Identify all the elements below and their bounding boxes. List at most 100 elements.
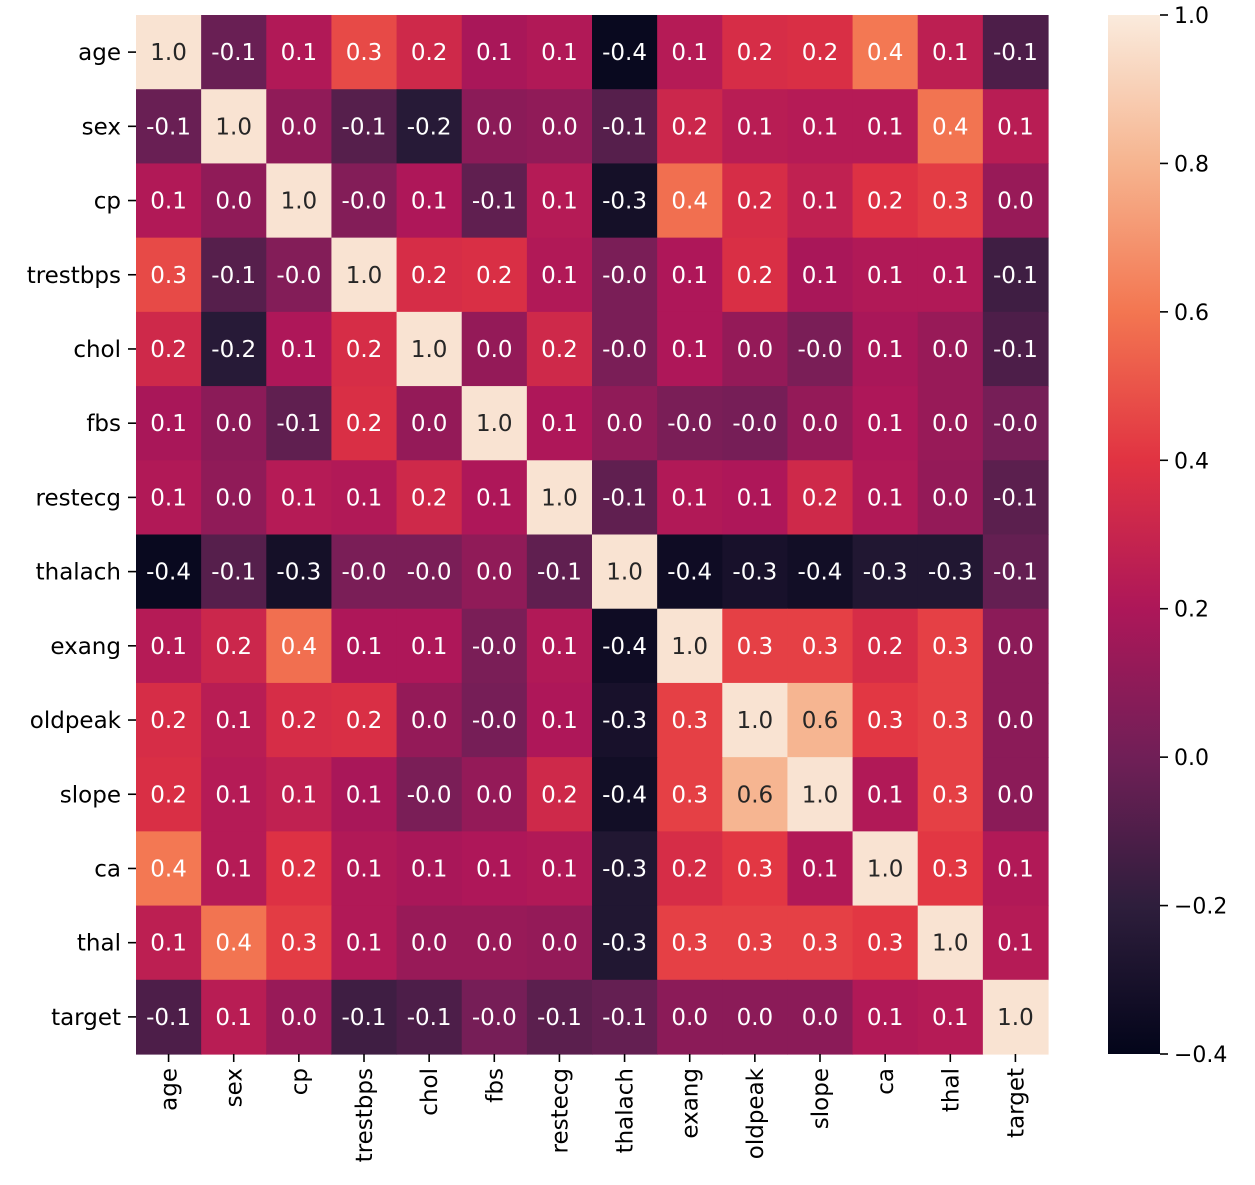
cell-value-label: 0.1	[541, 708, 578, 734]
cell-value-label: 0.1	[802, 114, 839, 140]
heatmap-cell-thalach-restecg	[526, 534, 593, 610]
x-tick-label-slope: slope	[808, 1068, 834, 1129]
x-tick-label-oldpeak: oldpeak	[743, 1067, 769, 1159]
heatmap-cell-slope-chol	[396, 757, 463, 832]
cell-value-label: 0.3	[671, 931, 708, 957]
x-tick-label-restecg: restecg	[547, 1068, 573, 1154]
heatmap-cell-thal-chol	[396, 905, 463, 981]
cell-value-label: -0.3	[602, 856, 647, 882]
y-axis: age sex cp trestbps chol fbs restecg thalach exa…	[27, 40, 136, 1031]
heatmap-cell-slope-fbs	[461, 757, 528, 832]
heatmap-cell-age-target	[982, 15, 1049, 90]
heatmap-cell-sex-target	[982, 89, 1049, 165]
cell-value-label: -0.3	[863, 560, 908, 586]
x-axis: age sex cp trestbps chol fbs restecg thalach exa…	[157, 1054, 1029, 1162]
heatmap-cell-slope-restecg	[526, 757, 593, 832]
cell-value-label: 0.3	[802, 634, 839, 660]
cell-value-label: 1.0	[150, 40, 187, 66]
heatmap-cell-chol-target	[982, 311, 1049, 387]
heatmap-cell-oldpeak-fbs	[461, 682, 528, 758]
cell-value-label: -0.0	[407, 560, 452, 586]
heatmap-cell-exang-slope	[787, 608, 854, 684]
cell-value-label: 0.0	[476, 114, 513, 140]
heatmap-cell-ca-thal	[917, 831, 984, 907]
cell-value-label: 0.3	[932, 634, 969, 660]
heatmap-cell-trestbps-sex	[201, 237, 267, 313]
cell-value-label: 0.2	[150, 708, 187, 734]
heatmap-cell-target-cp	[266, 979, 333, 1055]
y-tick-label-exang: exang	[50, 634, 121, 660]
cell-value-label: -0.3	[276, 560, 321, 586]
cell-value-label: 0.0	[281, 114, 318, 140]
cell-value-label: 0.1	[411, 634, 448, 660]
cell-value-label: -0.1	[537, 560, 582, 586]
heatmap-cell-sex-sex	[201, 89, 267, 165]
cell-value-label: 0.1	[150, 931, 187, 957]
heatmap-cell-thalach-trestbps	[331, 534, 398, 610]
cell-value-label: 0.3	[737, 931, 774, 957]
heatmap-cell-thalach-target	[982, 534, 1049, 610]
heatmap-cell-fbs-exang	[657, 386, 723, 461]
heatmap-cell-trestbps-target	[982, 237, 1049, 313]
heatmap-cell-thal-thalach	[592, 905, 658, 981]
cell-value-label: 0.1	[411, 189, 448, 215]
cell-value-label: 0.1	[932, 1005, 969, 1031]
heatmap-cell-oldpeak-trestbps	[331, 682, 398, 758]
cell-value-label: 1.0	[606, 560, 643, 586]
cell-value-label: 0.0	[215, 485, 252, 511]
cell-value-label: 0.2	[737, 40, 774, 66]
cell-value-label: 1.0	[476, 411, 513, 437]
cell-value-label: -0.3	[732, 560, 777, 586]
cell-value-label: 0.1	[541, 411, 578, 437]
cell-value-label: 0.1	[671, 263, 708, 289]
heatmap-cell-age-slope	[787, 15, 854, 90]
cell-value-label: 0.0	[997, 634, 1034, 660]
heatmap-cell-cp-thal	[917, 163, 984, 239]
heatmap-cell-oldpeak-age	[136, 682, 202, 758]
cell-value-label: -0.4	[602, 782, 647, 808]
cell-value-label: 0.1	[541, 189, 578, 215]
cell-value-label: 0.1	[281, 782, 318, 808]
cell-value-label: -0.0	[798, 337, 843, 363]
cell-value-label: -0.0	[276, 263, 321, 289]
heatmap-cell-sex-thal	[917, 89, 984, 165]
heatmap-cell-oldpeak-ca	[852, 682, 919, 758]
heatmap-cell-fbs-thal	[917, 386, 984, 461]
heatmap-cell-cp-restecg	[526, 163, 593, 239]
y-tick-label-cp: cp	[94, 189, 121, 215]
heatmap-cell-restecg-chol	[396, 460, 463, 536]
x-tick-label-sex: sex	[222, 1068, 248, 1107]
heatmap-cell-thal-restecg	[526, 905, 593, 981]
cell-value-label: 0.1	[802, 856, 839, 882]
heatmap-cell-fbs-trestbps	[331, 386, 398, 461]
cell-value-label: 0.3	[671, 782, 708, 808]
heatmap-cell-exang-trestbps	[331, 608, 398, 684]
heatmap-cell-target-target	[982, 979, 1049, 1055]
cell-value-label: 0.2	[541, 337, 578, 363]
cell-value-label: 0.0	[541, 931, 578, 957]
heatmap-cell-slope-cp	[266, 757, 333, 832]
heatmap-cell-oldpeak-exang	[657, 682, 723, 758]
cell-value-label: -0.0	[732, 411, 777, 437]
cell-value-label: 0.0	[476, 560, 513, 586]
y-tick-label-age: age	[78, 40, 121, 66]
heatmap-cell-thalach-age	[136, 534, 202, 610]
cell-value-label: 0.2	[541, 782, 578, 808]
cell-value-label: 0.0	[215, 189, 252, 215]
heatmap-cell-exang-restecg	[526, 608, 593, 684]
cell-value-label: -0.1	[602, 485, 647, 511]
heatmap-cell-thalach-exang	[657, 534, 723, 610]
cell-value-label: 0.3	[932, 856, 969, 882]
heatmap-cell-trestbps-oldpeak	[722, 237, 789, 313]
cell-value-label: 0.0	[476, 782, 513, 808]
heatmap-cell-target-slope	[787, 979, 854, 1055]
cell-value-label: 0.0	[215, 411, 252, 437]
cell-value-label: 0.0	[541, 114, 578, 140]
x-tick-label-thal: thal	[938, 1068, 964, 1112]
heatmap-cell-ca-trestbps	[331, 831, 398, 907]
cell-value-label: 0.1	[215, 856, 252, 882]
cell-value-label: -0.1	[211, 560, 256, 586]
heatmap-cell-thal-thal	[917, 905, 984, 981]
heatmap-cell-exang-fbs	[461, 608, 528, 684]
